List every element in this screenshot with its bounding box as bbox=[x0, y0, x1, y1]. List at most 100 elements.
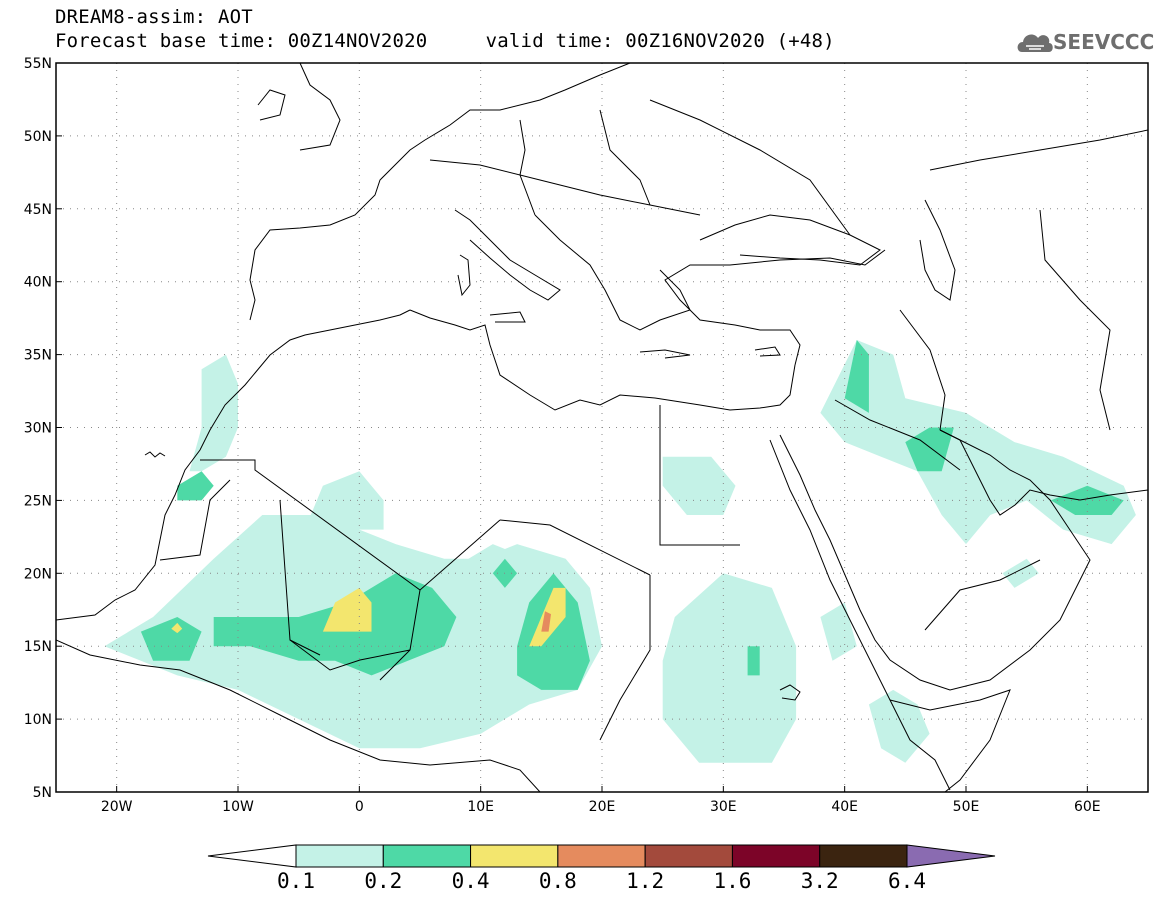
lat-tick-label: 20N bbox=[24, 566, 52, 582]
border-libya-egypt bbox=[659, 405, 740, 546]
colorbar-box bbox=[557, 844, 646, 868]
map-axes: 55N 50N 45N 40N 35N 30N 25N 20N 15N 10N 5N 20W 10W 0 1… bbox=[24, 56, 1101, 815]
lat-tick-label: 50N bbox=[24, 129, 52, 145]
border-mali-niger bbox=[289, 639, 411, 671]
colorbar-label: 0.2 bbox=[364, 869, 402, 893]
colorbar-label: 0.4 bbox=[452, 869, 490, 893]
aot-region-level-2 bbox=[177, 471, 214, 501]
coastline-canaries bbox=[144, 451, 166, 458]
border-sahara-1 bbox=[200, 459, 501, 591]
aot-region-level-2 bbox=[140, 617, 202, 661]
colorbar-under-triangle bbox=[207, 844, 297, 868]
coastline-italy bbox=[454, 209, 561, 301]
lat-tick-label: 30N bbox=[24, 421, 52, 437]
colorbar-box bbox=[819, 844, 908, 868]
coastline-red-sea-east bbox=[779, 429, 1091, 691]
logo-text: SEEVCCC bbox=[1053, 30, 1155, 54]
colorbar-box bbox=[295, 844, 384, 868]
coastline-mediterranean-south bbox=[409, 309, 796, 411]
lon-tick-label: 30E bbox=[710, 799, 737, 815]
lat-tick-label: 45N bbox=[24, 202, 52, 218]
aot-region-level-2 bbox=[905, 427, 954, 472]
aot-region-level-1 bbox=[1002, 558, 1039, 588]
border-west-africa bbox=[159, 479, 231, 561]
border-central-asia bbox=[929, 129, 1148, 171]
aot-region-level-4 bbox=[541, 611, 551, 632]
colorbar-label: 1.6 bbox=[713, 869, 751, 893]
map-title: DREAM8-assim: AOT bbox=[55, 6, 253, 28]
lon-tick-label: 10W bbox=[222, 799, 254, 815]
border-chad bbox=[499, 519, 651, 576]
aot-region-level-1 bbox=[310, 471, 384, 530]
colorbar-label: 0.1 bbox=[277, 869, 315, 893]
coastline-gulf-guinea bbox=[56, 639, 541, 792]
lat-tick-label: 35N bbox=[24, 348, 52, 364]
coastline-britain bbox=[299, 63, 341, 151]
cloud-icon bbox=[1017, 34, 1053, 52]
coastline-corsica-sardinia bbox=[457, 254, 471, 297]
coastline-west bbox=[56, 309, 411, 621]
coastline-sicily bbox=[489, 311, 526, 323]
lon-tick-label: 40E bbox=[831, 799, 858, 815]
lat-tick-label: 5N bbox=[33, 785, 52, 801]
coastline-caspian bbox=[919, 199, 956, 301]
colorbar-over-triangle bbox=[906, 844, 996, 868]
aot-region-level-3 bbox=[322, 587, 372, 632]
lat-tick-label: 10N bbox=[24, 712, 52, 728]
border-iraq-iran bbox=[899, 309, 946, 431]
aot-region-level-1 bbox=[189, 354, 238, 472]
aot-region-level-2 bbox=[844, 340, 869, 413]
lake-victoria-area bbox=[779, 684, 801, 701]
border-arabia-1 bbox=[834, 399, 961, 471]
aot-region-level-1 bbox=[662, 573, 797, 763]
lon-tick-label: 0 bbox=[355, 799, 364, 815]
lon-tick-label: 20E bbox=[589, 799, 616, 815]
colorbar-label: 6.4 bbox=[888, 869, 926, 893]
aot-region-level-1 bbox=[820, 340, 1136, 545]
aot-region-level-1 bbox=[662, 456, 736, 515]
colorbar: 0.1 0.2 0.4 0.8 1.2 1.6 3.2 6.4 bbox=[207, 844, 996, 893]
coastlines-borders bbox=[56, 63, 1148, 792]
colorbar-label: 3.2 bbox=[801, 869, 839, 893]
lon-tick-label: 20W bbox=[101, 799, 133, 815]
lat-tick-label: 15N bbox=[24, 639, 52, 655]
colorbar-label: 1.2 bbox=[626, 869, 664, 893]
lat-tick-label: 55N bbox=[24, 56, 52, 72]
colorbar-box bbox=[382, 844, 472, 868]
aot-region-level-2 bbox=[517, 573, 590, 690]
coastline-crete bbox=[639, 349, 691, 359]
aot-region-level-2 bbox=[747, 646, 760, 676]
border-europe-1 bbox=[429, 159, 701, 216]
aot-region-level-1 bbox=[820, 602, 857, 661]
forecast-time-line: Forecast base time: 00Z14NOV2020 valid t… bbox=[55, 30, 835, 52]
colorbar-box bbox=[731, 844, 821, 868]
coastline-persian-gulf bbox=[939, 429, 1148, 516]
aot-region-level-2 bbox=[1050, 485, 1124, 515]
lon-tick-label: 60E bbox=[1074, 799, 1101, 815]
colorbar-box bbox=[644, 844, 733, 868]
coastline-black-sea bbox=[699, 214, 881, 266]
coastline-horn-africa bbox=[889, 689, 1011, 792]
coastline-cyprus bbox=[754, 346, 781, 357]
aot-region-level-1 bbox=[868, 689, 930, 763]
lat-tick-label: 25N bbox=[24, 493, 52, 509]
coastline-levant-turkey bbox=[664, 249, 886, 366]
aot-fields bbox=[104, 340, 1136, 763]
coastline-europe-north bbox=[249, 63, 631, 321]
lon-tick-label: 50E bbox=[953, 799, 980, 815]
border-iran-east bbox=[1039, 209, 1111, 431]
coastline-red-sea-west bbox=[769, 439, 951, 791]
lat-tick-label: 40N bbox=[24, 275, 52, 291]
colorbar-box bbox=[470, 844, 559, 868]
coastline-balkans-greece bbox=[534, 214, 691, 331]
border-europe-2 bbox=[519, 119, 536, 216]
border-arabia-2 bbox=[924, 559, 1041, 631]
lon-tick-label: 10E bbox=[467, 799, 494, 815]
border-sudan bbox=[599, 575, 651, 741]
coastline-ireland bbox=[257, 89, 286, 121]
border-europe-4 bbox=[649, 99, 851, 236]
colorbar-label: 0.8 bbox=[539, 869, 577, 893]
aot-region-level-3 bbox=[171, 622, 183, 634]
border-europe-3 bbox=[599, 109, 651, 206]
